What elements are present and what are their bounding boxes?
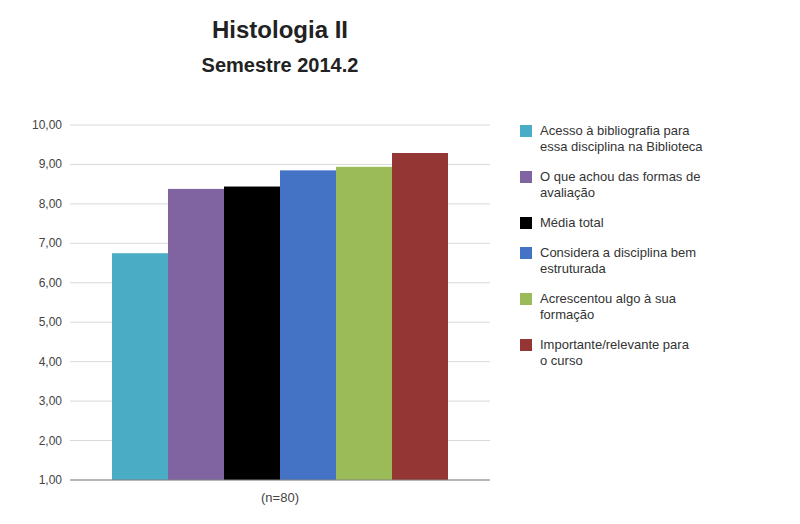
bar bbox=[336, 167, 392, 480]
subtitle: Semestre 2014.2 bbox=[202, 54, 359, 76]
tick-label: 7,00 bbox=[39, 236, 63, 250]
legend-label: O que achou das formas deavaliação bbox=[540, 169, 700, 200]
grid-line bbox=[70, 480, 490, 481]
legend-label: Média total bbox=[540, 215, 604, 230]
legend-swatch bbox=[520, 339, 532, 351]
legend-label: Considera a disciplina bemestruturada bbox=[540, 245, 696, 276]
tick-label: 10,00 bbox=[32, 118, 62, 132]
tick-label: 3,00 bbox=[39, 394, 63, 408]
tick-label: 6,00 bbox=[39, 276, 63, 290]
legend-swatch bbox=[520, 293, 532, 305]
tick-label: 1,00 bbox=[39, 473, 63, 487]
bar bbox=[224, 187, 280, 480]
legend-label: Importante/relevante parao curso bbox=[540, 337, 690, 368]
legend-swatch bbox=[520, 171, 532, 183]
tick-label: 5,00 bbox=[39, 315, 63, 329]
category-label: (n=80) bbox=[261, 490, 299, 505]
bar bbox=[112, 253, 168, 480]
legend: Acesso à bibliografia paraessa disciplin… bbox=[520, 123, 703, 368]
legend-swatch bbox=[520, 125, 532, 137]
bar bbox=[280, 170, 336, 480]
legend-swatch bbox=[520, 217, 532, 229]
legend-label: Acrescentou algo à suaformação bbox=[540, 291, 677, 322]
tick-label: 9,00 bbox=[39, 157, 63, 171]
bar bbox=[168, 189, 224, 480]
tick-label: 2,00 bbox=[39, 434, 63, 448]
tick-label: 4,00 bbox=[39, 355, 63, 369]
bar bbox=[392, 153, 448, 480]
y-axis: 1,00 2,00 3,00 4,00 5,00 6,00 7,00 8,00 9,00 10,0… bbox=[32, 118, 490, 487]
legend-swatch bbox=[520, 247, 532, 259]
tick-label: 8,00 bbox=[39, 197, 63, 211]
x-axis-line bbox=[70, 480, 490, 481]
bars bbox=[112, 153, 448, 480]
title: Histologia II bbox=[212, 16, 348, 43]
chart: Histologia II Semestre 2014.2 1,00 2,00 3,00… bbox=[0, 0, 800, 524]
grid-line bbox=[70, 125, 490, 126]
legend-label: Acesso à bibliografia paraessa disciplin… bbox=[540, 123, 703, 154]
